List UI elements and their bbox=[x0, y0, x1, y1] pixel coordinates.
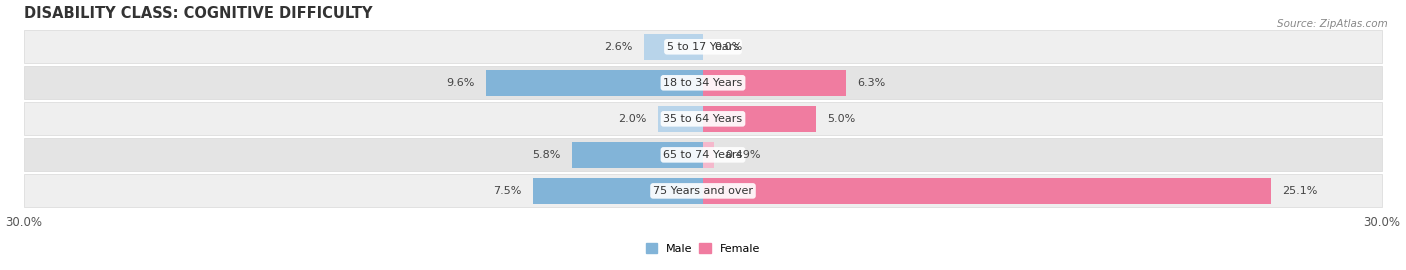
Bar bbox=[703, 142, 714, 168]
Bar bbox=[703, 106, 815, 132]
Text: 6.3%: 6.3% bbox=[856, 78, 886, 88]
Bar bbox=[644, 34, 703, 60]
Bar bbox=[533, 178, 703, 204]
Bar bbox=[485, 70, 703, 96]
Bar bbox=[658, 106, 703, 132]
Bar bbox=[24, 102, 1382, 136]
Bar bbox=[24, 138, 1382, 171]
Text: 25.1%: 25.1% bbox=[1282, 186, 1317, 196]
Text: 0.49%: 0.49% bbox=[725, 150, 761, 160]
Text: 2.0%: 2.0% bbox=[619, 114, 647, 124]
Bar bbox=[572, 142, 703, 168]
Text: 0.0%: 0.0% bbox=[714, 42, 742, 52]
Text: DISABILITY CLASS: COGNITIVE DIFFICULTY: DISABILITY CLASS: COGNITIVE DIFFICULTY bbox=[24, 6, 373, 21]
Text: 65 to 74 Years: 65 to 74 Years bbox=[664, 150, 742, 160]
Text: Source: ZipAtlas.com: Source: ZipAtlas.com bbox=[1277, 19, 1388, 29]
Text: 2.6%: 2.6% bbox=[605, 42, 633, 52]
Bar bbox=[703, 70, 845, 96]
Bar bbox=[703, 178, 1271, 204]
Bar bbox=[24, 66, 1382, 99]
Text: 75 Years and over: 75 Years and over bbox=[652, 186, 754, 196]
Text: 5.0%: 5.0% bbox=[828, 114, 856, 124]
Text: 18 to 34 Years: 18 to 34 Years bbox=[664, 78, 742, 88]
Text: 9.6%: 9.6% bbox=[446, 78, 474, 88]
Legend: Male, Female: Male, Female bbox=[641, 239, 765, 258]
Text: 5.8%: 5.8% bbox=[531, 150, 561, 160]
Text: 35 to 64 Years: 35 to 64 Years bbox=[664, 114, 742, 124]
Text: 7.5%: 7.5% bbox=[494, 186, 522, 196]
Bar bbox=[24, 174, 1382, 207]
Text: 5 to 17 Years: 5 to 17 Years bbox=[666, 42, 740, 52]
Bar bbox=[24, 30, 1382, 63]
